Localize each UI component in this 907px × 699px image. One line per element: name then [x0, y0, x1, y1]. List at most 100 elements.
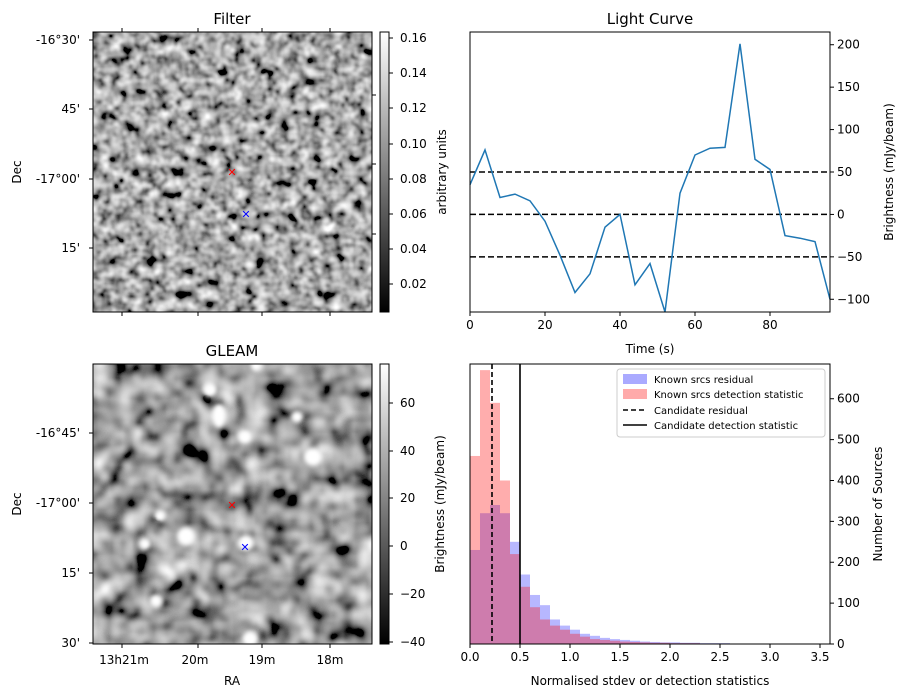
light-curve-line — [469, 43, 831, 313]
gleam-source — [150, 595, 162, 607]
histogram-residual-bar — [480, 513, 490, 644]
histogram-detection-bar — [470, 455, 480, 644]
histogram-detection-bar — [480, 370, 490, 644]
histogram-residual-bar — [620, 639, 630, 644]
gleam-red-marker: ✕ — [227, 499, 236, 512]
gleam-source — [238, 430, 252, 444]
histogram-vlines — [491, 364, 521, 644]
gleam-cbar-tick: 0 — [400, 539, 408, 553]
light-curve-xtick-label: 80 — [762, 318, 777, 332]
filter-colorbar-ticks: 0.02 0.04 0.06 0.08 0.10 0.12 0.14 0.16 — [400, 31, 427, 291]
histogram-residual-bar — [530, 594, 540, 644]
gleam-xtick-label: 20m — [182, 653, 209, 667]
histogram-detection-bar — [600, 639, 610, 644]
light-curve-ytick-label: 0 — [837, 207, 845, 221]
filter-cbar-tick: 0.16 — [400, 31, 427, 45]
histogram-xtick-label: 1.0 — [560, 650, 579, 664]
legend-label-detection: Known srcs detection statistic — [654, 390, 803, 401]
histogram-detection-bar — [610, 640, 620, 644]
histogram-xtick-label: 1.5 — [610, 650, 629, 664]
histogram-residual-bar — [520, 574, 530, 644]
gleam-colorbar — [379, 363, 390, 645]
gleam-source — [203, 383, 217, 397]
histogram-detection-bar — [630, 641, 640, 644]
histogram-detection-bar — [550, 625, 560, 644]
filter-red-marker: ✕ — [227, 166, 236, 179]
light-curve-xticks: 0 20 40 60 80 — [466, 312, 778, 332]
gleam-image — [93, 364, 372, 644]
light-curve-xtick-label: 40 — [612, 318, 627, 332]
filter-ytick-labels: -16°30' 45' -17°00' 15' — [36, 33, 80, 255]
histogram-detection-bar — [520, 586, 530, 644]
histogram-residual-bar — [570, 629, 580, 644]
histogram-yticks: 0 100 200 300 400 500 600 — [830, 392, 860, 651]
histogram-residual-bar — [650, 641, 660, 644]
gleam-cbar-tick: −40 — [400, 635, 425, 649]
histogram-detection-bars — [470, 370, 820, 644]
gleam-source — [304, 448, 322, 466]
gleam-bright-sources — [139, 361, 322, 647]
histogram-residual-bar — [470, 549, 480, 644]
legend-label-residual: Known srcs residual — [654, 375, 753, 386]
gleam-ytick-label: -16°45' — [36, 426, 80, 440]
filter-panel: Filter ✕ ✕ -16°30' 45' -17°00' 15' Dec 0… — [10, 10, 449, 316]
legend-label-cand-residual: Candidate residual — [654, 406, 748, 417]
light-curve-panel: Light Curve 0 20 40 60 80 −100 −50 0 50 100 150 20… — [466, 10, 896, 356]
histogram-axes — [469, 363, 831, 645]
histogram-detection-bar — [560, 629, 570, 644]
filter-ytick-label: -16°30' — [36, 33, 80, 47]
histogram-detection-bar — [640, 642, 650, 644]
filter-ytick-label: 45' — [61, 102, 80, 116]
gleam-blue-marker: ✕ — [240, 541, 249, 554]
histogram-residual-bar — [670, 642, 680, 644]
gleam-source — [139, 538, 151, 550]
histogram-xtick-label: 3.5 — [810, 650, 829, 664]
light-curve-xtick-label: 60 — [687, 318, 702, 332]
filter-ytick-label: -17°00' — [36, 172, 80, 186]
histogram-residual-bar — [490, 505, 500, 644]
histogram-ytick-label: 500 — [837, 433, 860, 447]
light-curve-ylabel: Brightness (mJy/beam) — [882, 103, 896, 241]
filter-cbar-tick: 0.04 — [400, 242, 427, 256]
legend-swatch-residual — [623, 374, 647, 384]
histogram-residual-bar — [500, 513, 510, 644]
filter-image — [93, 32, 372, 312]
legend-swatch-detection — [623, 389, 647, 399]
histogram-xtick-label: 0.0 — [460, 650, 479, 664]
light-curve-xtick-label: 20 — [537, 318, 552, 332]
gleam-xtick-label: 13h21m — [99, 653, 149, 667]
histogram-ylabel: Number of Sources — [871, 447, 885, 562]
histogram-residual-bar — [610, 639, 620, 644]
gleam-xlabel: RA — [224, 674, 241, 688]
histogram-residual-bar — [590, 635, 600, 644]
histogram-ytick-label: 600 — [837, 392, 860, 406]
legend-box — [616, 368, 826, 438]
histogram-detection-bar — [540, 619, 550, 644]
histogram-residual-bar — [560, 625, 570, 644]
gleam-panel: GLEAM ✕ ✕ -16°45' -17°00' 15' 30' — [10, 342, 447, 688]
gleam-cbar-tick: 20 — [400, 491, 415, 505]
filter-cbar-tick: 0.12 — [400, 101, 427, 115]
gleam-cbar-tick: −20 — [400, 587, 425, 601]
filter-blue-marker: ✕ — [241, 208, 250, 221]
gleam-xtick-labels: 13h21m 20m 19m 18m — [99, 653, 343, 667]
gleam-cbar-tick: 60 — [400, 396, 415, 410]
histogram-xtick-label: 3.0 — [760, 650, 779, 664]
histogram-detection-bar — [620, 641, 630, 644]
gleam-source — [154, 510, 166, 522]
gleam-source — [238, 535, 254, 551]
filter-ytick-label: 15' — [61, 241, 80, 255]
histogram-detection-bar — [570, 633, 580, 644]
histogram-detection-bar — [510, 554, 520, 644]
histogram-ytick-label: 300 — [837, 514, 860, 528]
filter-colorbar-label: arbitrary units — [435, 129, 449, 215]
histogram-xtick-label: 2.0 — [660, 650, 679, 664]
histogram-residual-bars — [470, 505, 830, 644]
histogram-xtick-label: 0.5 — [510, 650, 529, 664]
filter-colorbar — [379, 31, 390, 313]
histogram-xticks: 0.0 0.5 1.0 1.5 2.0 2.5 3.0 3.5 — [460, 644, 830, 664]
gleam-source — [212, 404, 226, 428]
filter-cbar-tick: 0.02 — [400, 277, 427, 291]
histogram-detection-bar — [580, 636, 590, 644]
